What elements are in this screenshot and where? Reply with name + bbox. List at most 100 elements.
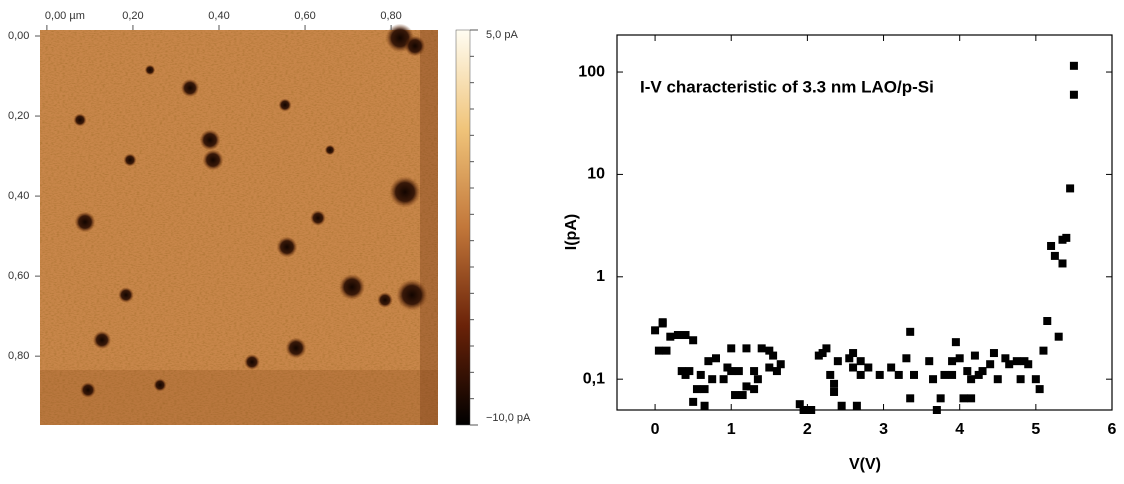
particle <box>278 98 292 112</box>
data-point <box>906 327 915 336</box>
data-point <box>765 363 774 372</box>
particle <box>153 378 167 392</box>
data-point <box>765 346 774 355</box>
data-point <box>673 331 682 340</box>
data-point <box>894 370 903 379</box>
data-point <box>936 394 945 403</box>
data-point <box>750 367 759 376</box>
data-point <box>970 351 979 360</box>
afm-image <box>40 23 438 425</box>
data-point <box>818 349 827 358</box>
data-point <box>757 344 766 353</box>
data-point <box>708 375 717 384</box>
particle <box>285 337 307 359</box>
data-point <box>719 375 728 384</box>
data-point <box>837 401 846 410</box>
particle <box>244 354 260 370</box>
particle <box>339 274 365 300</box>
y-tick-label: 100 <box>578 63 605 80</box>
colorbar-label: 5,0 pA <box>486 29 518 41</box>
particle <box>80 382 96 398</box>
x-tick-label: 0,60 <box>294 10 315 22</box>
particle <box>118 287 134 303</box>
data-point <box>875 370 884 379</box>
data-point <box>1058 259 1067 268</box>
particle <box>377 292 393 308</box>
data-point <box>940 370 949 379</box>
data-point <box>750 385 759 394</box>
colorbar <box>455 29 471 426</box>
data-point <box>742 344 751 353</box>
data-point <box>1001 354 1010 363</box>
y-tick-label: 0,20 <box>8 110 29 122</box>
x-tick-label: 6 <box>1108 421 1117 438</box>
particle <box>389 176 421 208</box>
x-tick-label: 0,00 µm <box>45 10 85 22</box>
data-point <box>852 401 861 410</box>
data-point <box>967 375 976 384</box>
data-point <box>887 363 896 372</box>
data-point <box>696 370 705 379</box>
x-tick-label: 5 <box>1031 421 1040 438</box>
data-point <box>910 370 918 379</box>
x-axis-label: V(V) <box>849 456 881 473</box>
data-point <box>666 332 675 341</box>
data-point <box>651 326 660 335</box>
data-point <box>662 346 671 355</box>
data-point <box>1031 375 1040 384</box>
chart-title: I-V characteristic of 3.3 nm LAO/p-Si <box>640 77 934 96</box>
data-point <box>704 357 713 366</box>
data-point <box>685 367 694 376</box>
y-tick-label: 0,40 <box>8 190 29 202</box>
data-point <box>753 375 762 384</box>
particle <box>404 35 426 57</box>
image-texture <box>40 30 438 425</box>
data-point <box>948 370 957 379</box>
y-tick-label: 0,1 <box>583 370 605 387</box>
data-point <box>1043 317 1052 326</box>
data-point <box>689 397 698 406</box>
data-point <box>856 357 865 366</box>
particle <box>144 64 156 76</box>
data-point <box>826 370 835 379</box>
x-tick-label: 2 <box>803 421 812 438</box>
y-axis-label: I(pA) <box>563 214 580 250</box>
data-point <box>1035 385 1044 394</box>
data-point <box>654 346 663 355</box>
data-point <box>1024 360 1033 369</box>
y-tick-label: 1 <box>596 268 605 285</box>
particle <box>199 129 221 151</box>
image-band <box>40 370 438 425</box>
particle <box>202 149 224 171</box>
x-tick-label: 1 <box>727 421 736 438</box>
data-point <box>989 349 998 358</box>
data-point <box>727 344 736 353</box>
data-point <box>955 354 964 363</box>
data-point <box>769 351 778 360</box>
data-point <box>1005 360 1014 369</box>
data-point <box>1039 346 1048 355</box>
data-point <box>856 370 865 379</box>
data-point <box>1066 184 1075 193</box>
x-tick-label: 0 <box>651 421 660 438</box>
data-point <box>692 385 701 394</box>
particle <box>324 144 336 156</box>
data-point <box>1069 90 1078 99</box>
colorbar-label: −10,0 pA <box>486 412 531 424</box>
data-point <box>830 387 839 396</box>
data-point <box>929 375 938 384</box>
y-tick-label: 0,80 <box>8 350 29 362</box>
data-point <box>738 391 747 400</box>
data-point <box>902 354 911 363</box>
data-point <box>681 331 690 340</box>
data-point <box>959 394 968 403</box>
data-point <box>1012 357 1021 366</box>
particle <box>73 113 87 127</box>
data-point <box>849 363 858 372</box>
data-point <box>822 344 831 353</box>
data-point <box>1062 233 1071 242</box>
image-edge <box>420 30 438 425</box>
x-tick-label: 3 <box>879 421 888 438</box>
data-point <box>712 354 720 363</box>
